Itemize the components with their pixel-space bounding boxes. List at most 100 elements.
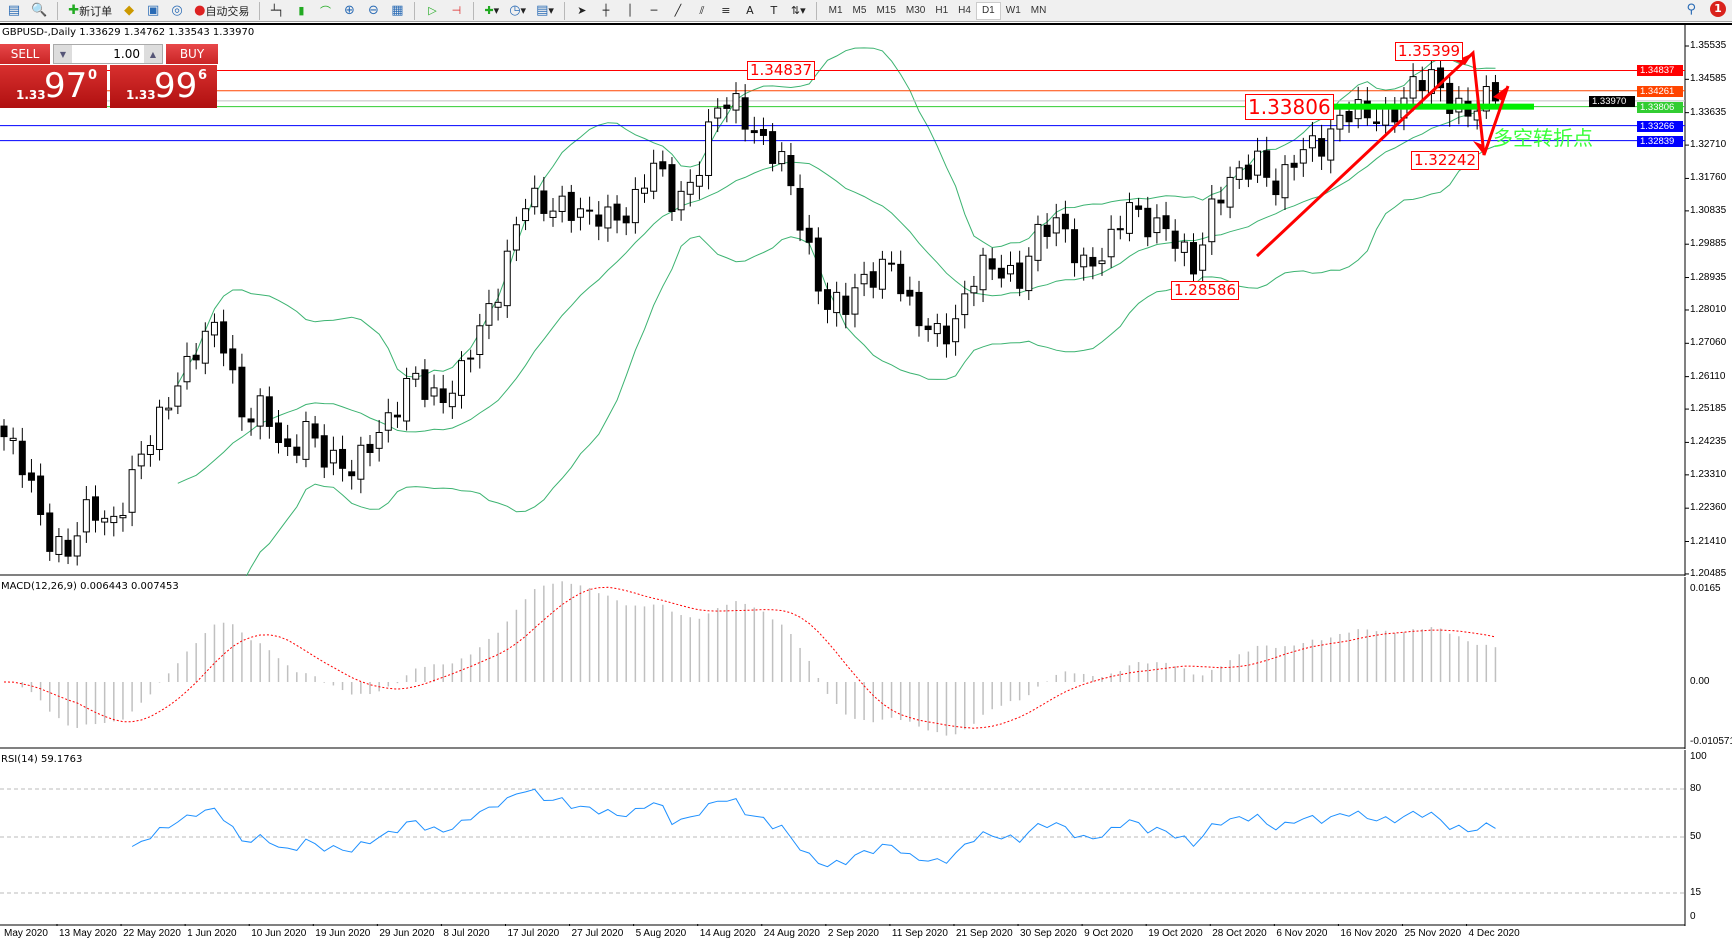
bollinger-lower: [245, 145, 1496, 576]
zoom-in-icon[interactable]: ⊕: [343, 3, 355, 18]
arrows-icon[interactable]: ⇅▾: [790, 4, 806, 17]
macd-label: MACD(12,26,9) 0.006443 0.007453: [1, 581, 179, 592]
zoom-profile-icon[interactable]: 🔍: [31, 3, 48, 18]
crosshair-icon[interactable]: ┼: [602, 4, 610, 17]
decrease-lot-icon[interactable]: ▼: [54, 45, 72, 63]
notification-badge[interactable]: 1: [1710, 1, 1726, 17]
increase-lot-icon[interactable]: ▲: [144, 45, 162, 63]
vertical-line-icon[interactable]: │: [626, 4, 634, 17]
arrow-head-icon: [1493, 86, 1508, 101]
date-tick-label: 1 Jun 2020: [187, 928, 237, 939]
indicators-icon[interactable]: ✚ ▾: [484, 4, 500, 17]
candle-bullish: [1025, 255, 1033, 292]
buy-button[interactable]: BUY: [166, 44, 218, 64]
sell-price[interactable]: 1.33 97 0: [0, 65, 107, 108]
candle-bullish: [1336, 114, 1344, 130]
chart-shift-icon[interactable]: ⊣: [451, 4, 462, 17]
metaeditor-icon[interactable]: ◆: [124, 3, 135, 18]
equidistant-channel-icon[interactable]: ⫽: [699, 3, 705, 17]
rsi-label: RSI(14) 59.1763: [1, 754, 83, 765]
candle-bearish: [393, 414, 401, 418]
candle-bearish: [238, 366, 246, 418]
sell-button[interactable]: SELL: [0, 44, 50, 64]
candle-bearish: [92, 496, 99, 521]
candle-bearish: [796, 187, 804, 231]
zoom-out-icon[interactable]: ⊖: [367, 3, 379, 18]
timeframe-m30[interactable]: M30: [905, 5, 926, 16]
candle-bullish: [576, 208, 584, 218]
market-watch-icon[interactable]: ▣: [146, 3, 160, 18]
bar-chart-icon[interactable]: ┴┐: [270, 4, 285, 17]
chart-title: GBPUSD-,Daily 1.33629 1.34762 1.33543 1.…: [2, 27, 255, 38]
candle-bearish: [1190, 242, 1197, 275]
search-icon[interactable]: ⚲: [1686, 2, 1696, 17]
timeframe-m5[interactable]: M5: [852, 5, 867, 16]
templates-icon[interactable]: ▤ ▾: [536, 3, 554, 18]
candle-bullish: [101, 517, 109, 523]
candle-bullish: [531, 187, 539, 208]
candle-bearish: [284, 438, 292, 447]
tile-windows-icon[interactable]: ▦: [391, 3, 404, 18]
support-level-bar: [1327, 103, 1534, 110]
candle-bullish: [1107, 228, 1115, 258]
macd-tick-label: 0.00: [1690, 676, 1710, 687]
bollinger-upper: [177, 47, 1496, 385]
rsi-panel[interactable]: [0, 750, 1732, 926]
macd-panel[interactable]: [0, 577, 1732, 749]
candle-bullish: [210, 321, 218, 336]
candle-bearish: [192, 354, 200, 361]
candle-bullish: [1052, 217, 1060, 234]
lot-size-stepper[interactable]: ▼ ▲: [53, 44, 163, 64]
timeframe-m1[interactable]: M1: [828, 5, 843, 16]
periods-clock-icon[interactable]: ◷ ▾: [509, 3, 527, 18]
new-chart-icon[interactable]: ▤: [7, 3, 21, 18]
candlestick-icon[interactable]: ▮: [298, 4, 305, 17]
candle-bearish: [421, 369, 429, 400]
candle-bullish: [860, 273, 868, 285]
auto-scroll-icon[interactable]: ▷: [428, 4, 437, 17]
price-annotation-dec-high: 1.35399: [1395, 42, 1464, 61]
candle-bearish: [18, 440, 26, 476]
candle-bullish: [833, 291, 841, 314]
candle-bearish: [1437, 67, 1445, 89]
rsi-line: [131, 788, 1496, 868]
candle-bullish: [384, 412, 392, 431]
timeframe-d1[interactable]: D1: [975, 1, 1001, 20]
candle-bullish: [1327, 128, 1335, 161]
timeframe-m15[interactable]: M15: [876, 5, 896, 16]
new-order-button[interactable]: ✚ 新订单: [65, 1, 115, 21]
candle-bearish: [1116, 228, 1124, 231]
auto-trading-button[interactable]: ● 自动交易: [191, 1, 252, 21]
arrow-head-icon: [1455, 53, 1473, 65]
date-tick-label: May 2020: [4, 928, 48, 939]
timeframe-w1[interactable]: W1: [1005, 5, 1021, 16]
candle-bullish: [961, 293, 969, 316]
candle-bearish: [311, 423, 319, 439]
candle-bearish: [769, 131, 777, 164]
trendline-icon[interactable]: ╱: [674, 4, 682, 17]
signals-icon[interactable]: ◎: [171, 3, 183, 18]
candle-bullish: [375, 432, 383, 449]
cursor-icon[interactable]: ➤: [577, 4, 587, 17]
price-line-label: 1.34261: [1637, 85, 1683, 97]
candle-bullish: [558, 195, 566, 212]
lot-size-input[interactable]: [72, 45, 144, 63]
date-tick-label: 24 Aug 2020: [763, 928, 820, 939]
rsi-tick-label: 100: [1690, 751, 1707, 762]
line-chart-icon[interactable]: ⌒: [319, 4, 331, 18]
fibonacci-icon[interactable]: ≡: [721, 4, 731, 17]
timeframe-mn[interactable]: MN: [1030, 5, 1047, 16]
timeframe-h1[interactable]: H1: [935, 5, 949, 16]
timeframe-h4[interactable]: H4: [958, 5, 971, 16]
price-chart[interactable]: [0, 23, 1732, 576]
candle-bullish: [512, 224, 520, 251]
candle-bullish: [1180, 241, 1188, 253]
text-label-icon[interactable]: T: [770, 4, 778, 17]
text-icon[interactable]: A: [746, 4, 754, 17]
candle-bullish: [1098, 260, 1106, 265]
candle-bullish: [650, 162, 658, 192]
buy-price[interactable]: 1.33 99 6: [110, 65, 217, 108]
horizontal-line-icon[interactable]: ─: [650, 4, 658, 17]
candle-bullish: [1080, 254, 1088, 268]
candle-bearish: [1446, 82, 1454, 114]
